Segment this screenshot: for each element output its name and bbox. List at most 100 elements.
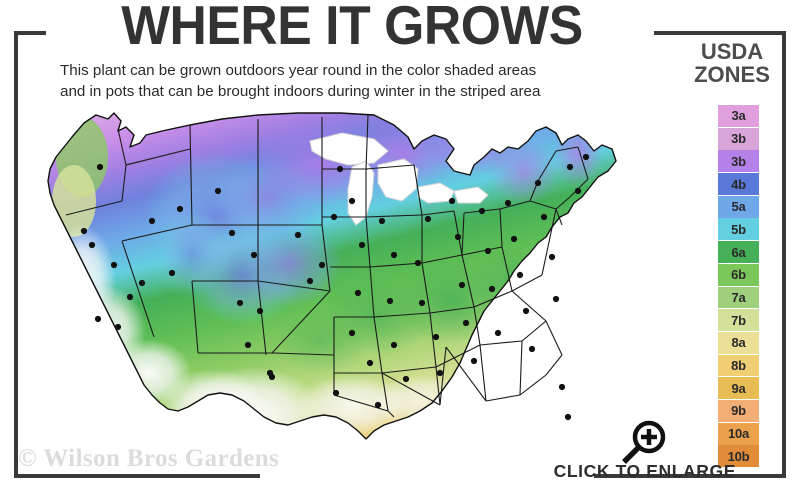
city-dot — [390, 341, 398, 349]
city-dot — [332, 389, 340, 397]
frame-top-right-segment — [654, 31, 786, 35]
city-dot — [494, 329, 502, 337]
city-dot — [548, 253, 556, 261]
city-dot — [504, 199, 512, 207]
us-coastline — [47, 112, 617, 440]
city-dot — [268, 373, 276, 381]
city-dot — [436, 369, 444, 377]
click-to-enlarge-label[interactable]: CLICK TO ENLARGE — [553, 461, 736, 481]
city-dot — [386, 297, 394, 305]
city-dot — [516, 271, 524, 279]
great-lakes — [309, 132, 489, 226]
city-dot — [176, 205, 184, 213]
usda-hardiness-zone-map[interactable] — [22, 105, 662, 475]
usda-zone-legend: 3a 3b 3b 4b 5a 5b 6a 6b 7a 7b 8a 8b 9a 9b 10a 10b — [718, 105, 759, 468]
city-dot — [552, 295, 560, 303]
zone-swatch-8b: 8b — [718, 354, 759, 377]
frame-bottom-left-segment — [14, 474, 260, 478]
zone-swatch-7b: 7b — [718, 309, 759, 332]
city-dot — [564, 413, 572, 421]
city-dot — [80, 227, 88, 235]
map-svg[interactable] — [22, 105, 662, 475]
city-dot — [114, 323, 122, 331]
zone-swatch-5a: 5a — [718, 195, 759, 218]
state-boundaries — [65, 114, 589, 418]
city-dot — [244, 341, 252, 349]
city-dot — [228, 229, 236, 237]
city-dot — [528, 345, 536, 353]
city-dot — [306, 277, 314, 285]
city-dot — [348, 197, 356, 205]
zone-swatch-9b: 9b — [718, 399, 759, 422]
city-dot — [256, 307, 264, 315]
zone-swatch-5b: 5b — [718, 218, 759, 241]
city-dot — [366, 359, 374, 367]
city-dot — [330, 213, 338, 221]
city-dot — [138, 279, 146, 287]
city-dot — [414, 259, 422, 267]
city-dot — [462, 319, 470, 327]
frame-top-left-segment — [14, 31, 46, 35]
frame-left-edge — [14, 31, 18, 478]
city-dot — [558, 383, 566, 391]
city-dot — [358, 241, 366, 249]
zone-swatch-10a: 10a — [718, 422, 759, 445]
city-dot — [236, 299, 244, 307]
city-dot — [378, 217, 386, 225]
frame-bottom-right-segment — [594, 474, 786, 478]
legend-heading: USDA ZONES — [678, 40, 786, 86]
city-dot — [336, 165, 344, 173]
city-dot — [458, 281, 466, 289]
city-dot — [402, 375, 410, 383]
frame-right-edge — [782, 31, 786, 478]
city-dot — [566, 163, 574, 171]
city-dot — [470, 357, 478, 365]
zone-swatch-3a: 3a — [718, 105, 759, 127]
city-dot — [454, 233, 462, 241]
city-dot — [540, 213, 548, 221]
city-dot — [510, 235, 518, 243]
city-dot — [432, 333, 440, 341]
zone-swatch-3b: 3b — [718, 127, 759, 150]
city-dot — [522, 307, 530, 315]
city-dot — [294, 231, 302, 239]
subtitle-line-1: This plant can be grown outdoors year ro… — [60, 62, 537, 79]
zone-swatch-6a: 6a — [718, 241, 759, 264]
zone-swatch-10b: 10b — [718, 445, 759, 468]
city-dot — [168, 269, 176, 277]
city-dot — [390, 251, 398, 259]
city-dot — [484, 247, 492, 255]
city-dot — [478, 207, 486, 215]
city-dots-layer — [80, 153, 590, 421]
zone-swatch-3b: 3b — [718, 150, 759, 173]
city-dot — [110, 261, 118, 269]
zone-swatch-9a: 9a — [718, 377, 759, 400]
city-dot — [96, 163, 104, 171]
city-dot — [354, 289, 362, 297]
city-dot — [424, 215, 432, 223]
subtitle-text: This plant can be grown outdoors year ro… — [60, 60, 630, 102]
page-title: WHERE IT GROWS — [121, 0, 583, 56]
city-dot — [488, 285, 496, 293]
watermark: © Wilson Bros Gardens — [18, 445, 280, 472]
city-dot — [574, 187, 582, 195]
city-dot — [374, 401, 382, 409]
city-dot — [448, 197, 456, 205]
legend-heading-line-1: USDA — [700, 39, 764, 64]
zone-swatch-6b: 6b — [718, 263, 759, 286]
city-dot — [348, 329, 356, 337]
city-dot — [148, 217, 156, 225]
city-dot — [418, 299, 426, 307]
zone-swatch-8a: 8a — [718, 331, 759, 354]
subtitle-line-2: and in pots that can be brought indoors … — [60, 83, 541, 100]
magnifier-plus-icon[interactable] — [616, 418, 670, 468]
zone-swatch-7a: 7a — [718, 286, 759, 309]
city-dot — [582, 153, 590, 161]
zone-swatch-4b: 4b — [718, 173, 759, 195]
city-dot — [126, 293, 134, 301]
legend-heading-line-2: ZONES — [694, 62, 770, 87]
city-dot — [88, 241, 96, 249]
city-dot — [94, 315, 102, 323]
city-dot — [318, 261, 326, 269]
